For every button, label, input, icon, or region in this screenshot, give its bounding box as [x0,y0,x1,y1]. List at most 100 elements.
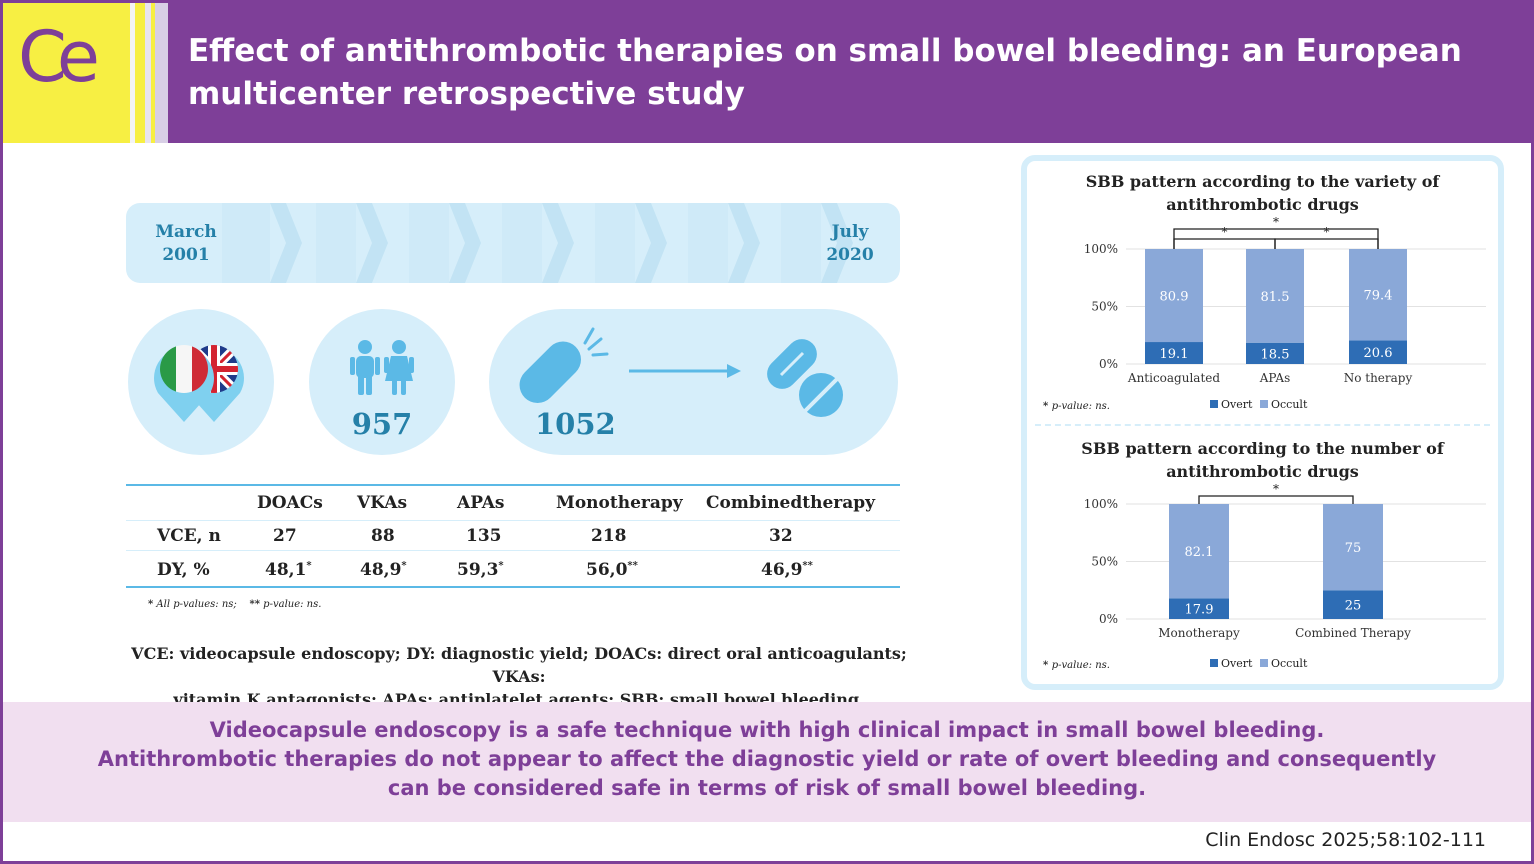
patients-count: 957 [351,407,413,441]
citation: Clin Endosc 2025;58:102-111 [1205,829,1486,851]
chart-title-line: antithrombotic drugs [1166,195,1359,214]
procedures-panel: 1052 [489,309,898,455]
footnote-mark: * [148,599,154,610]
logo-stripe [155,0,168,143]
bar-overt [1349,340,1407,364]
x-tick-label: Monotherapy [1158,626,1240,640]
cell-mark: ** [802,560,813,572]
header-banner: Ce Effect of antithrombotic therapies on… [0,0,1534,143]
data-label: 20.6 [1364,346,1393,361]
arrow-icon [629,364,741,378]
chart-variety: 0% 50% 100% 19.1 80.9 Anticoagulated 18.5 81.5 A… [1043,215,1486,412]
col-header: APAs [457,493,505,513]
patients-circle: 957 [309,309,455,455]
y-tick-label: 50% [1091,555,1118,569]
end-month: July [831,222,869,242]
logo-stripe [135,0,145,143]
start-year: 2001 [162,245,210,265]
x-tick-label: APAs [1259,371,1290,385]
footnote-mark: ** [249,599,260,610]
capsule-icon [519,327,609,403]
chart2-title: SBB pattern according to the number of a… [1021,437,1504,483]
significance-mark: * [1324,225,1330,239]
significance-mark: * [1273,215,1279,229]
data-label: 82.1 [1185,545,1214,560]
abbr-line: VCE: videocapsule endoscopy; DY: diagnos… [131,644,907,686]
table-top-rule [126,484,900,486]
y-tick-label: 100% [1084,497,1118,511]
bar-occult [1246,249,1304,343]
procedures-count: 1052 [535,407,616,441]
table-cell: 48,9* [360,560,407,580]
bar-overt [1145,342,1203,364]
significance-bracket [1173,228,1379,249]
note-text: p-value: ns. [1052,401,1110,412]
col-header: DOACs [257,493,323,513]
cell-value: 59,3 [457,560,499,580]
cell-value: 48,9 [360,560,402,580]
title-line: Effect of antithrombotic therapies on sm… [188,33,1462,69]
table-cell: 135 [466,526,502,546]
study-timeline: March 2001 July 2020 [126,203,900,283]
table-cell: 88 [371,526,395,546]
end-year: 2020 [826,245,874,265]
data-label: 79.4 [1364,289,1393,304]
start-month: March [155,222,217,242]
x-tick-label: Anticoagulated [1127,371,1220,385]
bar-occult [1169,504,1229,599]
data-label: 17.9 [1185,603,1214,618]
table-bottom-rule [126,586,900,588]
y-tick-label: 50% [1091,300,1118,314]
legend-label: Occult [1271,657,1308,670]
x-tick-label: No therapy [1344,371,1413,385]
bar-occult [1145,249,1203,343]
legend-swatch [1210,659,1218,667]
table-cell: 48,1* [265,560,312,580]
cell-value: 56,0 [586,560,628,580]
logo-stripe [116,0,130,143]
y-tick-label: 100% [1084,242,1118,256]
journal-logo: Ce [0,0,116,143]
table-cell: 46,9** [761,560,813,580]
timeline-chevrons [222,203,853,283]
note-text: p-value: ns. [1052,660,1110,671]
cell-value: 48,1 [265,560,307,580]
conclusion-banner [0,702,1534,822]
data-label: 19.1 [1160,347,1189,362]
significance-bracket [1198,495,1354,504]
row-label: VCE, n [157,526,221,546]
legend-swatch [1260,659,1268,667]
legend-label: Occult [1271,398,1308,411]
legend-swatch [1260,400,1268,408]
note-mark: * [1043,660,1052,671]
x-tick-label: Combined Therapy [1295,626,1411,640]
countries-circle [128,309,274,455]
timeline-end: July 2020 [812,221,888,267]
data-label: 75 [1345,541,1362,556]
footnote-text: p-value: ns. [263,599,322,610]
logo-stripe [130,0,135,143]
y-tick-label: 0% [1099,612,1118,626]
cell-mark: * [498,560,504,572]
page-title: Effect of antithrombotic therapies on sm… [188,30,1488,116]
chart-note: * p-value: ns. [1043,401,1110,412]
legend-label: Overt [1221,398,1253,411]
bar-overt [1323,590,1383,619]
significance-mark: * [1273,482,1279,496]
row-label: DY, % [157,560,210,580]
conclusion-line: Videocapsule endoscopy is a safe techniq… [209,718,1325,742]
conclusion-line: Antithrombotic therapies do not appear t… [97,747,1437,771]
bar-occult [1349,249,1407,341]
col-header: VKAs [357,493,408,513]
row-divider [126,520,900,521]
data-label: 81.5 [1261,290,1290,305]
procedure-icons [519,327,843,417]
conclusion-line: can be considered safe in terms of risk … [387,776,1147,800]
legend-label: Overt [1221,657,1253,670]
significance-mark: * [1222,225,1228,239]
title-line: multicenter retrospective study [188,76,745,112]
country-pins [154,345,244,422]
pills-icon [767,339,843,417]
chart-note: * p-value: ns. [1043,660,1110,671]
